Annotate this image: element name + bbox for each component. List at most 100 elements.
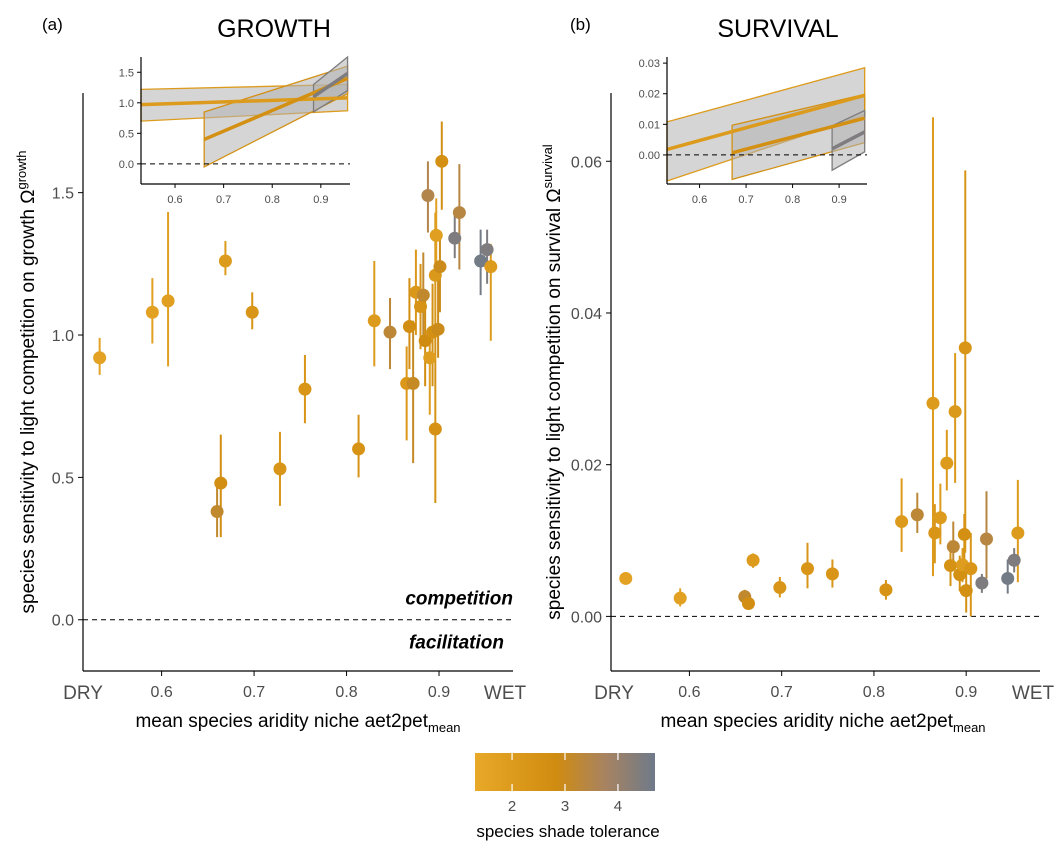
data-point — [1007, 553, 1021, 567]
data-point — [1001, 571, 1015, 585]
data-point — [414, 300, 428, 314]
data-point — [746, 553, 760, 567]
colorbar-tick-label: 3 — [561, 798, 569, 815]
inset-y-tick-label: 0.0 — [119, 159, 134, 171]
data-point — [273, 462, 287, 476]
data-point — [773, 581, 787, 595]
inset-y-tick-label: 1.5 — [119, 67, 134, 79]
shade-tolerance-legend: 2 3 4 species shade tolerance — [475, 753, 660, 841]
y-axis-label: species sensitivity to light competition… — [14, 151, 39, 614]
data-point — [416, 288, 430, 302]
x-tick-label: 0.7 — [771, 684, 793, 701]
data-point — [957, 527, 971, 541]
data-point — [93, 351, 107, 365]
data-point — [928, 526, 942, 540]
inset-y-tick-label: 1.0 — [119, 98, 134, 110]
x-tick-label: 0.7 — [243, 684, 265, 701]
data-point — [421, 189, 435, 203]
y-tick-label: 1.5 — [52, 186, 74, 203]
x-tick-label: 0.8 — [863, 684, 885, 701]
y-tick-label: 0.02 — [571, 458, 602, 475]
data-point — [948, 405, 962, 419]
data-point — [298, 382, 312, 396]
data-point — [946, 540, 960, 554]
data-point — [940, 456, 954, 470]
data-point — [214, 476, 228, 490]
inset-x-tick-label: 0.8 — [785, 194, 800, 206]
growth-panel: (a) GROWTH 0.0 0.5 1.0 1.5 0.6 0.7 0.8 0.9 DRY WE… — [14, 15, 526, 735]
data-point — [801, 562, 815, 576]
inset-x-tick-label: 0.6 — [167, 194, 182, 206]
data-point — [452, 206, 466, 220]
panel-label-b: (b) — [570, 15, 591, 34]
y-tick-label: 0.06 — [571, 154, 602, 171]
inset-y-tick-label: 0.02 — [639, 89, 660, 101]
data-point — [1011, 526, 1025, 540]
x-tick-label: 0.9 — [955, 684, 977, 701]
x-tick-label: 0.9 — [428, 684, 450, 701]
inset-x-tick-label: 0.8 — [265, 194, 280, 206]
data-point — [367, 314, 381, 328]
chart-title-growth: GROWTH — [217, 15, 331, 43]
data-point — [959, 584, 973, 598]
data-point — [245, 305, 259, 319]
y-tick-label: 1.0 — [52, 328, 74, 345]
data-point — [402, 319, 416, 333]
data-point — [910, 508, 924, 522]
inset-y-tick-label: 0.5 — [119, 128, 134, 140]
data-point — [926, 396, 940, 410]
data-point — [161, 294, 175, 308]
data-point — [418, 334, 432, 348]
data-point — [383, 325, 397, 339]
data-point — [480, 243, 494, 257]
y-tick-label: 0.04 — [571, 306, 602, 323]
data-point — [895, 515, 909, 529]
annotation-facilitation: facilitation — [409, 633, 504, 654]
data-point — [484, 260, 498, 274]
inset-fit-line — [312, 72, 349, 99]
data-point — [619, 571, 633, 585]
colorbar-tick-label: 2 — [508, 798, 516, 815]
data-point — [958, 341, 972, 355]
data-point — [964, 562, 978, 576]
inset-x-tick-label: 0.7 — [216, 194, 231, 206]
data-point — [975, 576, 989, 590]
data-points — [619, 117, 1025, 617]
data-point — [673, 591, 687, 605]
data-point — [431, 322, 445, 336]
survival-panel: (b) SURVIVAL 0.00 0.02 0.04 0.06 0.6 0.7 0.8 0.… — [540, 15, 1054, 735]
inset-y-tick-label: 0.00 — [639, 150, 660, 162]
inset-plot: 0.00 0.01 0.02 0.03 0.6 0.7 0.8 0.9 — [627, 51, 875, 212]
data-point — [423, 351, 437, 365]
data-point — [428, 422, 442, 436]
x-tick-label: 0.8 — [335, 684, 357, 701]
data-point — [433, 260, 447, 274]
data-point — [218, 254, 232, 268]
data-point — [879, 583, 893, 597]
inset-y-tick-label: 0.03 — [639, 58, 660, 70]
data-point — [825, 567, 839, 581]
x-end-label-dry: DRY — [63, 683, 103, 704]
annotation-competition: competition — [405, 589, 513, 610]
chart-title-survival: SURVIVAL — [717, 15, 838, 43]
data-point — [979, 532, 993, 546]
y-tick-label: 0.5 — [52, 470, 74, 487]
data-point — [435, 154, 449, 168]
data-point — [448, 231, 462, 245]
x-tick-label: 0.6 — [678, 684, 700, 701]
inset-x-tick-label: 0.9 — [313, 194, 328, 206]
y-tick-label: 0.00 — [571, 609, 602, 626]
inset-fit-line — [731, 116, 866, 155]
inset-x-tick-label: 0.9 — [831, 194, 846, 206]
inset-fit-line — [666, 93, 866, 152]
data-point — [429, 228, 443, 242]
data-point — [953, 568, 967, 582]
y-axis-label: species sensitivity to light competition… — [540, 144, 565, 620]
colorbar-tick-label: 4 — [614, 798, 622, 815]
data-point — [474, 254, 488, 268]
x-end-label-dry: DRY — [594, 683, 634, 704]
inset-x-tick-label: 0.7 — [738, 194, 753, 206]
x-axis-label: mean species aridity niche aet2petmean — [135, 711, 460, 735]
x-end-label-wet: WET — [484, 683, 527, 704]
data-point — [352, 442, 366, 456]
